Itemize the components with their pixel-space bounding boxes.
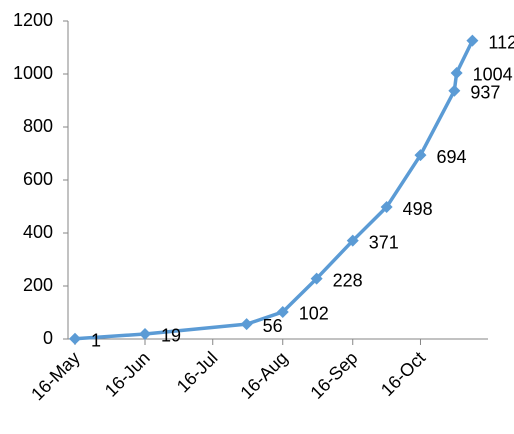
data-point-marker xyxy=(240,318,253,331)
data-label: 19 xyxy=(161,326,181,346)
data-point-marker xyxy=(310,272,323,285)
data-label: 56 xyxy=(263,316,283,336)
data-label: 371 xyxy=(369,232,399,252)
y-tick-label: 200 xyxy=(23,275,53,295)
data-label: 228 xyxy=(333,270,363,290)
series-line xyxy=(73,38,475,341)
x-tick-label: 16-May xyxy=(27,348,84,405)
data-point-marker xyxy=(139,327,151,340)
x-tick-label: 16-Sep xyxy=(306,348,361,403)
data-point-marker xyxy=(346,234,359,247)
data-label: 937 xyxy=(470,82,500,102)
data-label: 498 xyxy=(403,199,433,219)
data-label: 1004 xyxy=(473,65,513,85)
y-tick-label: 1200 xyxy=(13,10,53,30)
x-tick-label: 16-Jul xyxy=(173,348,222,397)
data-label: 1 xyxy=(91,330,101,350)
x-tick-label: 16-Aug xyxy=(236,348,291,403)
data-point-marker xyxy=(414,149,427,162)
series xyxy=(69,34,479,345)
y-tick-label: 400 xyxy=(23,222,53,242)
data-point-marker xyxy=(276,305,289,318)
data-point-marker xyxy=(380,201,393,214)
y-tick-label: 1000 xyxy=(13,63,53,83)
y-tick-label: 800 xyxy=(23,116,53,136)
data-point-marker xyxy=(466,34,479,47)
data-label: 102 xyxy=(299,304,329,324)
y-tick-label: 0 xyxy=(43,328,53,348)
data-point-marker xyxy=(448,84,461,97)
data-point-marker xyxy=(69,332,81,345)
data-label: 1126 xyxy=(488,32,514,52)
x-tick-label: 16-Oct xyxy=(377,348,429,400)
y-axis: 0 200 400 600 800 1000 1200 xyxy=(13,10,69,348)
x-tick-label: 16-Jun xyxy=(101,348,154,401)
y-tick-label: 600 xyxy=(23,169,53,189)
data-point-marker xyxy=(450,66,463,79)
data-label: 694 xyxy=(436,147,466,167)
